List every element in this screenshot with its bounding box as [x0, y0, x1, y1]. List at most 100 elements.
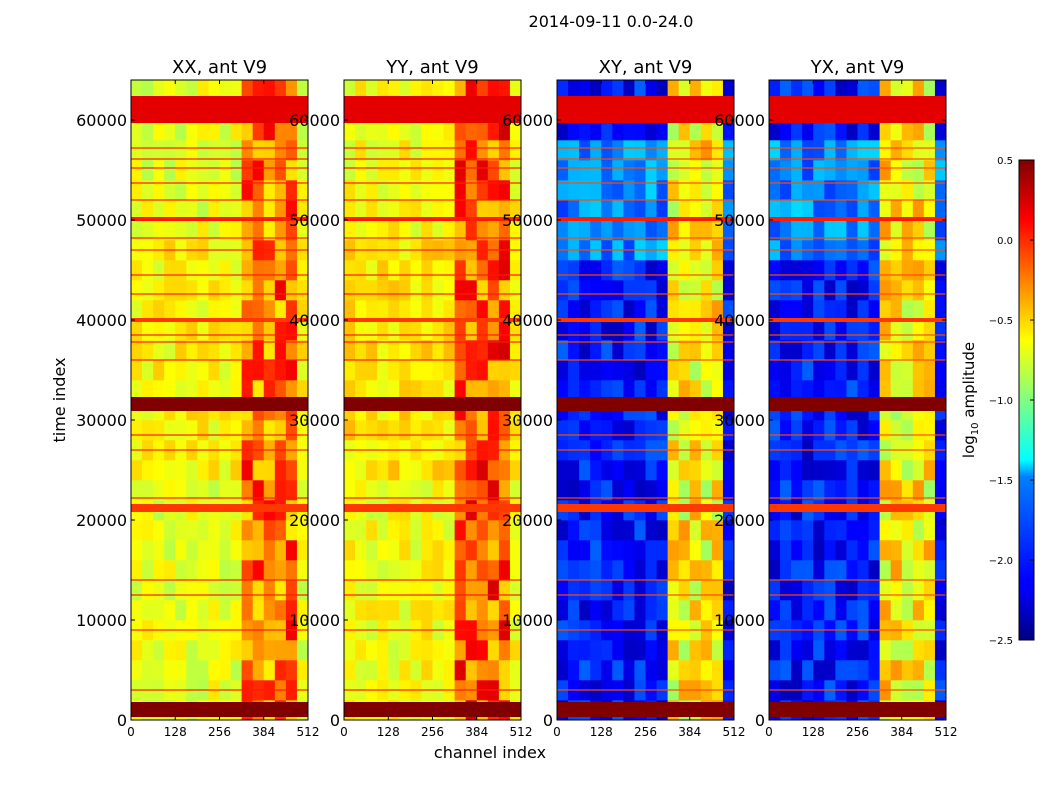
heatmap-cell [623, 80, 635, 101]
heatmap-cell [421, 180, 433, 201]
heatmap-cell [769, 640, 781, 661]
heatmap-cell [857, 540, 869, 561]
heatmap-cell [285, 320, 298, 341]
heatmap-cell [274, 260, 287, 281]
heatmap-cell [153, 460, 165, 481]
heatmap-cell [274, 640, 287, 661]
heatmap-cell [634, 640, 646, 661]
y-tick-label: 10000 [502, 611, 553, 630]
heatmap-cell [868, 460, 880, 481]
heatmap-cell [285, 600, 298, 621]
heatmap-cell [443, 380, 455, 401]
heatmap-cell [208, 540, 220, 561]
heatmap-cell [274, 600, 287, 621]
heatmap-cell [700, 180, 713, 201]
heatmap-cell [656, 80, 668, 101]
heatmap-cell [634, 320, 646, 341]
heatmap-cell [645, 200, 657, 221]
x-tick-label: 128 [164, 725, 187, 739]
heatmap-cell [208, 380, 220, 401]
flagged-time-band [557, 397, 734, 411]
heatmap-cell [689, 460, 702, 481]
heatmap-cell [252, 160, 265, 181]
heatmap-cell [769, 300, 781, 321]
heatmap-cell [791, 380, 803, 401]
heatmap-cell [678, 560, 691, 581]
heatmap-cell [868, 320, 880, 341]
x-tick-label: 0 [127, 725, 135, 739]
heatmap-cell [263, 300, 276, 321]
heatmap-cell [912, 520, 925, 541]
heatmap-cell [487, 120, 500, 141]
flagged-row-line [557, 199, 734, 201]
heatmap-cell [465, 480, 478, 501]
heatmap-cell [366, 660, 378, 681]
heatmap-cell [443, 480, 455, 501]
heatmap-cell [557, 640, 569, 661]
y-tick-label: 0 [330, 711, 340, 730]
heatmap-cell [142, 480, 154, 501]
flagged-row-line [344, 158, 521, 160]
heatmap-cell [656, 460, 668, 481]
heatmap-cell [241, 200, 253, 221]
heatmap-cell [142, 260, 154, 281]
heatmap-cell [175, 320, 187, 341]
heatmap-cell [432, 140, 444, 161]
heatmap-cell [421, 320, 433, 341]
heatmap-cell [131, 540, 143, 561]
heatmap-cell [879, 460, 891, 481]
heatmap-cell [153, 320, 165, 341]
heatmap-cell [879, 360, 891, 381]
heatmap-cell [601, 600, 613, 621]
heatmap-cell [824, 180, 836, 201]
heatmap-cell [454, 540, 466, 561]
heatmap-cell [879, 260, 891, 281]
heatmap-cell [432, 580, 444, 601]
heatmap-cell [230, 540, 242, 561]
heatmap-cell [824, 140, 836, 161]
heatmap-cell [208, 360, 220, 381]
heatmap-cell [901, 480, 914, 501]
heatmap-cell [399, 200, 411, 221]
heatmap-cell [791, 560, 803, 581]
heatmap-cell [879, 160, 891, 181]
heatmap-cell [296, 160, 309, 181]
flagged-row-line [131, 334, 308, 336]
heatmap-cell [377, 280, 389, 301]
flagged-time-band [344, 397, 521, 411]
heatmap-cell [634, 200, 646, 221]
heatmap-cell [846, 300, 858, 321]
heatmap-cell [164, 600, 176, 621]
heatmap-cell [802, 180, 814, 201]
heatmap-cell [857, 140, 869, 161]
heatmap-cell [274, 480, 287, 501]
heatmap-cell [678, 300, 691, 321]
flagged-row-line [131, 497, 308, 499]
heatmap-cell [344, 660, 356, 681]
heatmap-cell [769, 380, 781, 401]
heatmap-cell [857, 380, 869, 401]
heatmap-cell [344, 200, 356, 221]
heatmap-cell [579, 540, 591, 561]
flagged-time-band [769, 504, 946, 512]
heatmap-cell [164, 300, 176, 321]
heatmap-cell [824, 220, 836, 241]
heatmap-cell [355, 140, 367, 161]
heatmap-cell [780, 580, 792, 601]
heatmap-cell [590, 480, 602, 501]
heatmap-cell [399, 540, 411, 561]
heatmap-cell [802, 80, 814, 101]
heatmap-cell [410, 540, 422, 561]
heatmap-cell [879, 480, 891, 501]
heatmap-cell [645, 220, 657, 241]
heatmap-cell [700, 540, 713, 561]
heatmap-cell [355, 540, 367, 561]
heatmap-cell [579, 520, 591, 541]
heatmap-cell [197, 540, 209, 561]
heatmap-cell [142, 140, 154, 161]
heatmap-cell [197, 640, 209, 661]
heatmap-cell [780, 380, 792, 401]
colorbar-label: log10 amplitude [960, 342, 981, 458]
heatmap-cell [923, 260, 936, 281]
heatmap-cell [366, 80, 378, 101]
